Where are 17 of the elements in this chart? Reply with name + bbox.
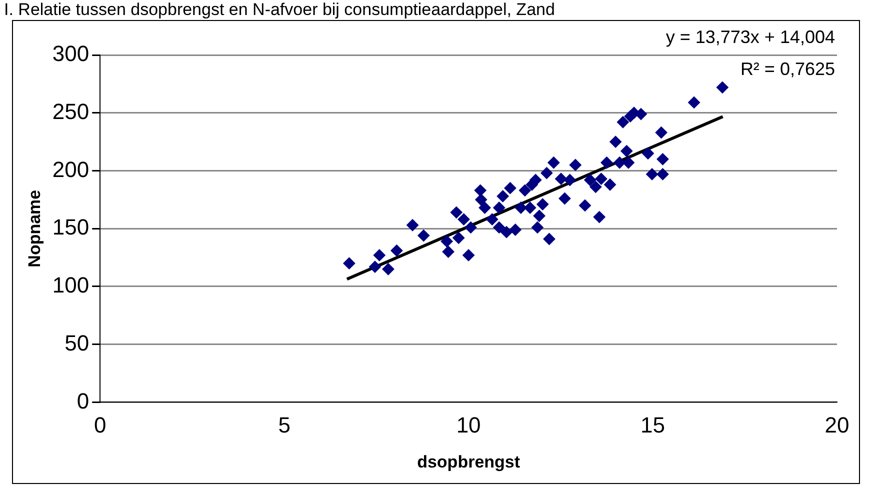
x-tick-label: 15 — [640, 412, 666, 438]
y-axis-title: Nopname — [24, 190, 44, 268]
x-tick-label: 5 — [278, 412, 290, 438]
x-tick-label: 10 — [456, 412, 481, 438]
y-tick-label: 0 — [76, 388, 90, 414]
y-tick-label: 150 — [52, 214, 90, 240]
annotation: R² = 0,7625 — [740, 58, 835, 79]
x-tick-label: 20 — [824, 412, 850, 438]
y-tick-label: 100 — [52, 272, 90, 298]
text: y = 13,773x + 14,004 — [666, 26, 835, 47]
y-tick-label: 300 — [52, 41, 90, 66]
y-tick-label: 200 — [52, 156, 90, 182]
y-tick-label: 250 — [52, 98, 90, 124]
x-tick-label: 0 — [94, 412, 106, 438]
x-axis-title: dsopbrengst — [417, 452, 520, 472]
y-tick-label: 50 — [64, 330, 90, 356]
chart-title: I. Relatie tussen dsopbrengst en N-afvoer bij consumptieaardappel, Zand — [3, 0, 556, 20]
